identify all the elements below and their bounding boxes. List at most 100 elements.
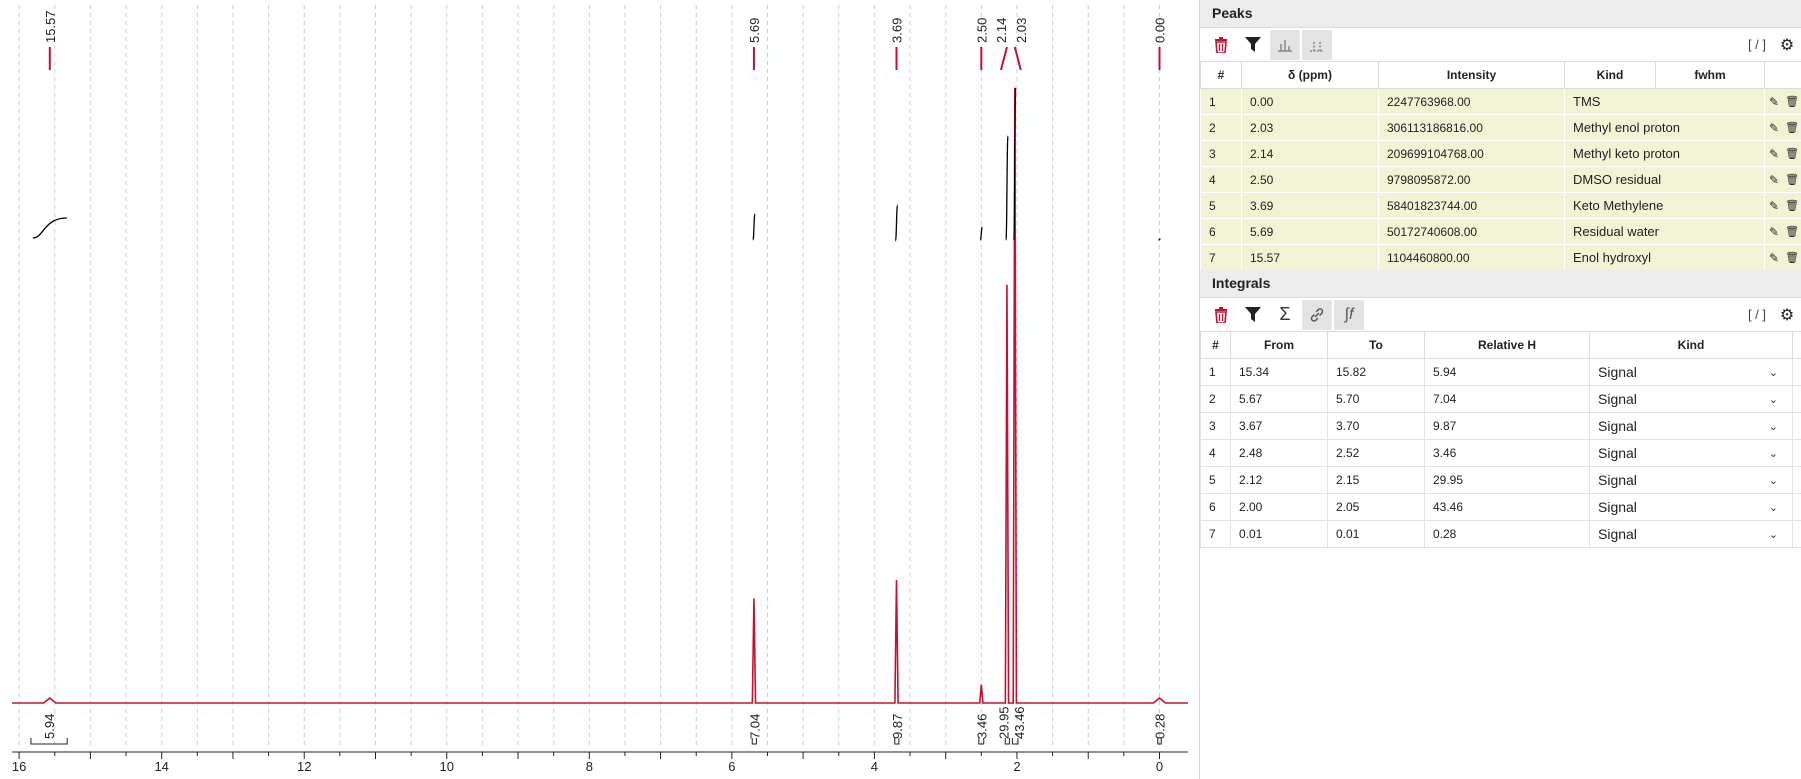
edit-icon[interactable]: ✎: [1769, 120, 1780, 135]
integral-kind-select[interactable]: Signal ⌄: [1589, 493, 1793, 521]
trash-icon[interactable]: 🗑: [1785, 200, 1800, 212]
peak-kind[interactable]: Methyl keto proton: [1564, 140, 1765, 167]
integral-to[interactable]: 2.05: [1327, 493, 1425, 521]
integral-kind-select[interactable]: Signal ⌄: [1589, 358, 1793, 386]
trash-icon[interactable]: 🗑: [1785, 148, 1800, 160]
edit-icon[interactable]: ✎: [1769, 146, 1780, 161]
peak-kind[interactable]: TMS: [1564, 88, 1765, 115]
integral-from[interactable]: 2.12: [1230, 466, 1328, 494]
peak-intensity[interactable]: 306113186816.00: [1378, 114, 1565, 141]
integral-to[interactable]: 0.01: [1327, 520, 1425, 548]
col-kind[interactable]: Kind: [1589, 331, 1793, 359]
edit-icon[interactable]: ✎: [1769, 94, 1780, 109]
table-row[interactable]: 5 2.12 2.15 29.95 Signal ⌄: [1200, 466, 1801, 494]
trash-icon[interactable]: 🗑: [1785, 96, 1800, 108]
edit-icon[interactable]: ✎: [1769, 250, 1780, 265]
col-delta[interactable]: δ (ppm): [1241, 61, 1379, 89]
integral-from[interactable]: 15.34: [1230, 358, 1328, 386]
integral-to[interactable]: 5.70: [1327, 385, 1425, 413]
peak-intensity[interactable]: 209699104768.00: [1378, 140, 1565, 167]
peaks-panel-title[interactable]: Peaks: [1200, 0, 1801, 28]
table-row[interactable]: 3 3.67 3.70 9.87 Signal ⌄: [1200, 412, 1801, 440]
integrals-settings-button[interactable]: ⚙: [1772, 300, 1801, 330]
edit-icon[interactable]: ✎: [1769, 224, 1780, 239]
edit-icon[interactable]: ✎: [1769, 172, 1780, 187]
peak-intensity[interactable]: 9798095872.00: [1378, 166, 1565, 193]
peak-shape-button[interactable]: [1270, 29, 1300, 60]
integral-relative-h[interactable]: 0.28: [1424, 520, 1590, 548]
integral-to[interactable]: 2.15: [1327, 466, 1425, 494]
peak-intensity[interactable]: 50172740608.00: [1378, 218, 1565, 245]
integral-kind-select[interactable]: Signal ⌄: [1589, 412, 1793, 440]
col-intensity[interactable]: Intensity: [1378, 61, 1565, 89]
integral-from[interactable]: 2.00: [1230, 493, 1328, 521]
peak-kind[interactable]: Residual water: [1564, 218, 1765, 245]
peak-intensity[interactable]: 2247763968.00: [1378, 88, 1565, 115]
delete-peaks-button[interactable]: [1206, 30, 1236, 60]
peak-kind[interactable]: Keto Methylene: [1564, 192, 1765, 219]
filter-integrals-button[interactable]: [1238, 300, 1268, 330]
trash-icon[interactable]: 🗑: [1785, 174, 1800, 186]
table-row[interactable]: 4 2.50 9798095872.00 DMSO residual ✎ 🗑: [1200, 166, 1801, 193]
table-row[interactable]: 1 15.34 15.82 5.94 Signal ⌄: [1200, 358, 1801, 386]
peak-toggle-button[interactable]: [1302, 29, 1332, 60]
col-kind[interactable]: Kind: [1564, 61, 1656, 89]
integrals-panel-title[interactable]: Integrals: [1200, 270, 1801, 298]
table-row[interactable]: 3 2.14 209699104768.00 Methyl keto proton ✎ 🗑: [1200, 140, 1801, 167]
peak-delta[interactable]: 15.57: [1241, 244, 1379, 271]
col-num[interactable]: #: [1200, 331, 1231, 359]
integral-from[interactable]: 5.67: [1230, 385, 1328, 413]
integral-kind-select[interactable]: Signal ⌄: [1589, 520, 1793, 548]
peak-intensity[interactable]: 58401823744.00: [1378, 192, 1565, 219]
integral-from[interactable]: 2.48: [1230, 439, 1328, 467]
filter-peaks-button[interactable]: [1238, 30, 1268, 60]
col-num[interactable]: #: [1200, 61, 1242, 89]
table-row[interactable]: 2 5.67 5.70 7.04 Signal ⌄: [1200, 385, 1801, 413]
table-row[interactable]: 5 3.69 58401823744.00 Keto Methylene ✎ 🗑: [1200, 192, 1801, 219]
integral-from[interactable]: 3.67: [1230, 412, 1328, 440]
table-row[interactable]: 1 0.00 2247763968.00 TMS ✎ 🗑: [1200, 88, 1801, 115]
peak-kind[interactable]: Enol hydroxyl: [1564, 244, 1765, 271]
integral-relative-h[interactable]: 29.95: [1424, 466, 1590, 494]
integral-to[interactable]: 3.70: [1327, 412, 1425, 440]
spectrum-viewer[interactable]: 0.00 2.03 2.14 2.50 3.69 5.69 15.57 5.94 7.04 9.8…: [0, 0, 1198, 779]
delete-integrals-button[interactable]: [1206, 300, 1236, 330]
integral-from[interactable]: 0.01: [1230, 520, 1328, 548]
integral-kind-select[interactable]: Signal ⌄: [1589, 466, 1793, 494]
peak-intensity[interactable]: 1104460800.00: [1378, 244, 1565, 271]
table-row[interactable]: 7 0.01 0.01 0.28 Signal ⌄: [1200, 520, 1801, 548]
trash-icon[interactable]: 🗑: [1785, 226, 1800, 238]
col-relative-h[interactable]: Relative H: [1424, 331, 1590, 359]
col-fwhm[interactable]: fwhm: [1655, 61, 1765, 89]
peaks-settings-button[interactable]: ⚙: [1772, 30, 1801, 60]
integral-button[interactable]: ∫f: [1334, 299, 1364, 330]
col-to[interactable]: To: [1327, 331, 1425, 359]
peak-delta[interactable]: 0.00: [1241, 88, 1379, 115]
table-row[interactable]: 6 2.00 2.05 43.46 Signal ⌄: [1200, 493, 1801, 521]
peak-delta[interactable]: 5.69: [1241, 218, 1379, 245]
trash-icon[interactable]: 🗑: [1785, 122, 1800, 134]
link-button[interactable]: [1302, 299, 1332, 330]
integral-to[interactable]: 2.52: [1327, 439, 1425, 467]
integral-to[interactable]: 15.82: [1327, 358, 1425, 386]
table-row[interactable]: 6 5.69 50172740608.00 Residual water ✎ 🗑: [1200, 218, 1801, 245]
spectrum-chart[interactable]: 0.00 2.03 2.14 2.50 3.69 5.69 15.57 5.94 7.04 9.8…: [0, 0, 1198, 779]
integral-kind-select[interactable]: Signal ⌄: [1589, 439, 1793, 467]
peak-kind[interactable]: Methyl enol proton: [1564, 114, 1765, 141]
table-row[interactable]: 4 2.48 2.52 3.46 Signal ⌄: [1200, 439, 1801, 467]
sum-button[interactable]: Σ: [1270, 300, 1300, 330]
integral-relative-h[interactable]: 7.04: [1424, 385, 1590, 413]
peak-kind[interactable]: DMSO residual: [1564, 166, 1765, 193]
edit-icon[interactable]: ✎: [1769, 198, 1780, 213]
col-from[interactable]: From: [1230, 331, 1328, 359]
integral-relative-h[interactable]: 43.46: [1424, 493, 1590, 521]
integral-kind-select[interactable]: Signal ⌄: [1589, 385, 1793, 413]
table-row[interactable]: 7 15.57 1104460800.00 Enol hydroxyl ✎ 🗑: [1200, 244, 1801, 271]
integral-relative-h[interactable]: 3.46: [1424, 439, 1590, 467]
table-row[interactable]: 2 2.03 306113186816.00 Methyl enol proton ✎ 🗑: [1200, 114, 1801, 141]
integral-relative-h[interactable]: 9.87: [1424, 412, 1590, 440]
peak-delta[interactable]: 3.69: [1241, 192, 1379, 219]
peak-delta[interactable]: 2.14: [1241, 140, 1379, 167]
trash-icon[interactable]: 🗑: [1785, 252, 1800, 264]
integral-relative-h[interactable]: 5.94: [1424, 358, 1590, 386]
